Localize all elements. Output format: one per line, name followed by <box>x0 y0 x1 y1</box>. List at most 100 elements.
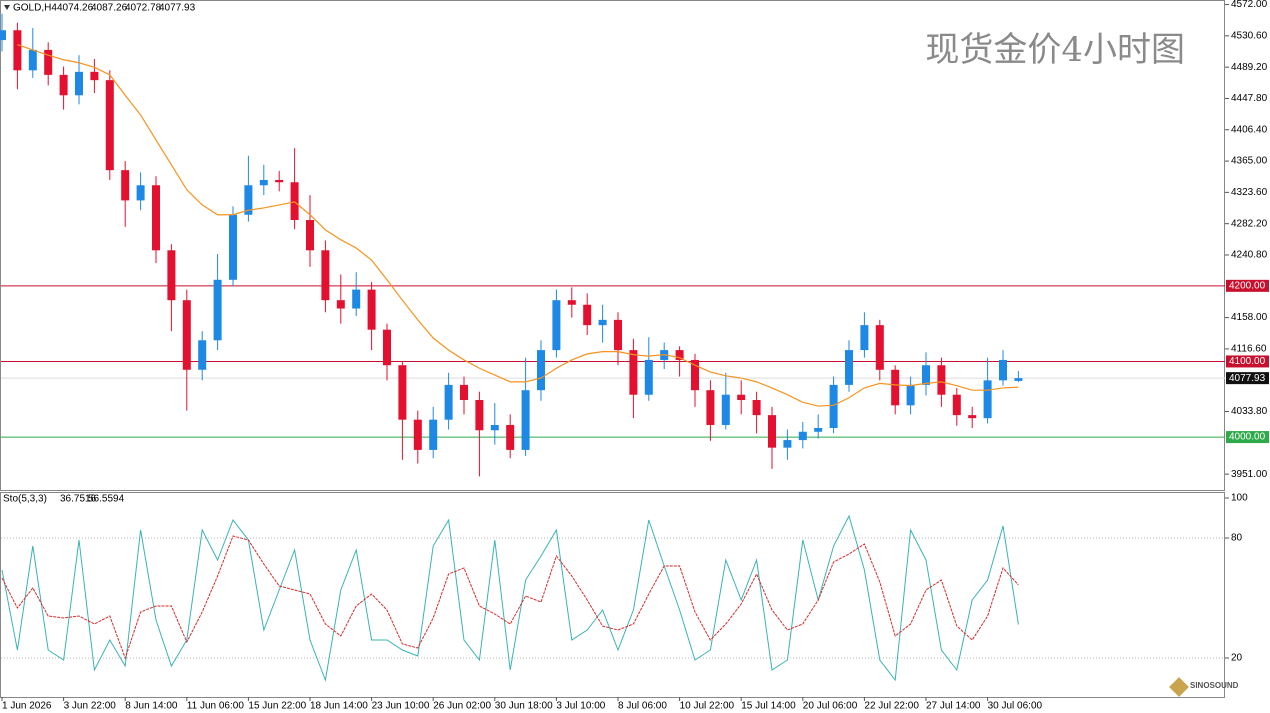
candle-body <box>906 384 915 406</box>
indicator-d: 56.5594 <box>88 494 125 505</box>
x-tick-label: 11 Jun 06:00 <box>187 701 245 712</box>
candle-body <box>691 359 699 391</box>
candle-body <box>798 431 807 441</box>
candle-body <box>922 365 930 385</box>
candle-body <box>229 214 237 280</box>
y-tick-label: 4033.80 <box>1231 406 1268 417</box>
candle-body <box>845 350 853 385</box>
y-tick-label: 3951.00 <box>1231 469 1268 480</box>
main-panel <box>0 0 1225 491</box>
candle-body <box>999 359 1007 381</box>
y-tick-label: 4116.60 <box>1231 344 1267 355</box>
candle-body <box>875 325 884 370</box>
candle-body <box>814 427 823 432</box>
candle-body <box>167 250 176 301</box>
candle-body <box>721 394 730 425</box>
x-tick-label: 30 Jun 18:00 <box>495 701 553 712</box>
candle-body <box>460 384 468 401</box>
header-open: 4074.26 <box>57 3 94 14</box>
level-label: 4000.00 <box>1229 432 1266 443</box>
level-label-box <box>1226 431 1269 444</box>
header-close: 4077.93 <box>159 3 196 14</box>
candle-body <box>398 365 407 420</box>
header-low: 4072.78 <box>125 3 162 14</box>
candle-body <box>259 179 268 186</box>
y-tick-label: 4158.00 <box>1231 312 1268 323</box>
y-tick-label: 4489.20 <box>1231 62 1268 73</box>
candle-body <box>706 390 715 425</box>
candle-body <box>521 390 530 450</box>
indicator-k: 36.7516 <box>60 494 97 505</box>
level-label-box <box>1226 355 1269 368</box>
candle-body <box>968 415 977 419</box>
x-tick-label: 20 Jul 06:00 <box>803 701 858 712</box>
candle-body <box>552 300 561 351</box>
current-price-box <box>1226 372 1269 385</box>
logo-icon <box>1169 677 1189 697</box>
candle-body <box>336 300 345 309</box>
candle-body <box>182 300 191 370</box>
candle-body <box>59 74 68 96</box>
stochastic-line <box>1 514 1019 682</box>
indicator-tick-label: 80 <box>1231 533 1243 544</box>
candle-body <box>44 49 53 75</box>
candle-body <box>244 185 253 215</box>
y-tick-label: 4323.60 <box>1231 187 1268 198</box>
candle-body <box>614 319 622 351</box>
candle-body <box>367 289 376 330</box>
candle-body <box>583 304 592 326</box>
level-label: 4100.00 <box>1229 356 1266 367</box>
candle-body <box>952 394 961 416</box>
candle-body <box>675 350 684 360</box>
candle-body <box>537 350 545 391</box>
y-tick-label: 4365.00 <box>1231 156 1268 167</box>
symbol: GOLD,H4 <box>13 3 57 14</box>
candle-body <box>275 179 284 183</box>
candle-body <box>475 400 484 431</box>
chart-title: 现货金价4小时图 <box>925 30 1185 70</box>
candle-body <box>490 424 499 431</box>
x-tick-label: 26 Jun 02:00 <box>433 701 491 712</box>
logo: SINOSOUND <box>1190 681 1239 690</box>
candle-body <box>644 359 653 395</box>
indicator-tick-label: 20 <box>1231 653 1243 664</box>
y-tick-label: 4572.00 <box>1231 0 1268 10</box>
level-label: 4200.00 <box>1229 280 1266 291</box>
candle-body <box>321 250 330 301</box>
x-tick-label: 27 Jul 14:00 <box>926 701 981 712</box>
candle-body <box>752 400 761 416</box>
candle-body <box>136 185 145 201</box>
candle-body <box>28 49 37 71</box>
candle-body <box>413 419 422 450</box>
candle-body <box>737 394 746 401</box>
candle-body <box>383 329 391 366</box>
candle-body <box>983 380 992 419</box>
candle-body <box>937 365 946 395</box>
x-tick-label: 30 Jul 06:00 <box>988 701 1043 712</box>
indicator-tick-label: 100 <box>1231 493 1248 504</box>
candle-body <box>506 424 515 450</box>
candle-body <box>198 340 207 370</box>
header-high: 4087.26 <box>91 3 128 14</box>
x-tick-label: 3 Jun 22:00 <box>64 701 117 712</box>
y-tick-label: 4406.40 <box>1231 124 1268 135</box>
level-label-box <box>1226 279 1269 292</box>
candle-body <box>567 300 576 305</box>
candle-body <box>768 415 776 448</box>
candle-body <box>783 440 792 448</box>
x-tick-label: 1 Jun 2026 <box>2 701 52 712</box>
candle-body <box>860 325 869 351</box>
candle-body <box>75 71 83 96</box>
candle-body <box>444 384 453 420</box>
candle-body <box>1014 378 1023 381</box>
candle-body <box>306 220 314 251</box>
x-tick-label: 22 Jul 22:00 <box>864 701 919 712</box>
stochastic-line <box>1 535 1019 660</box>
x-tick-label: 15 Jun 22:00 <box>248 701 306 712</box>
candle-body <box>352 289 361 309</box>
x-tick-label: 18 Jun 14:00 <box>310 701 368 712</box>
candle-body <box>152 185 160 251</box>
x-tick-label: 15 Jul 14:00 <box>741 701 796 712</box>
